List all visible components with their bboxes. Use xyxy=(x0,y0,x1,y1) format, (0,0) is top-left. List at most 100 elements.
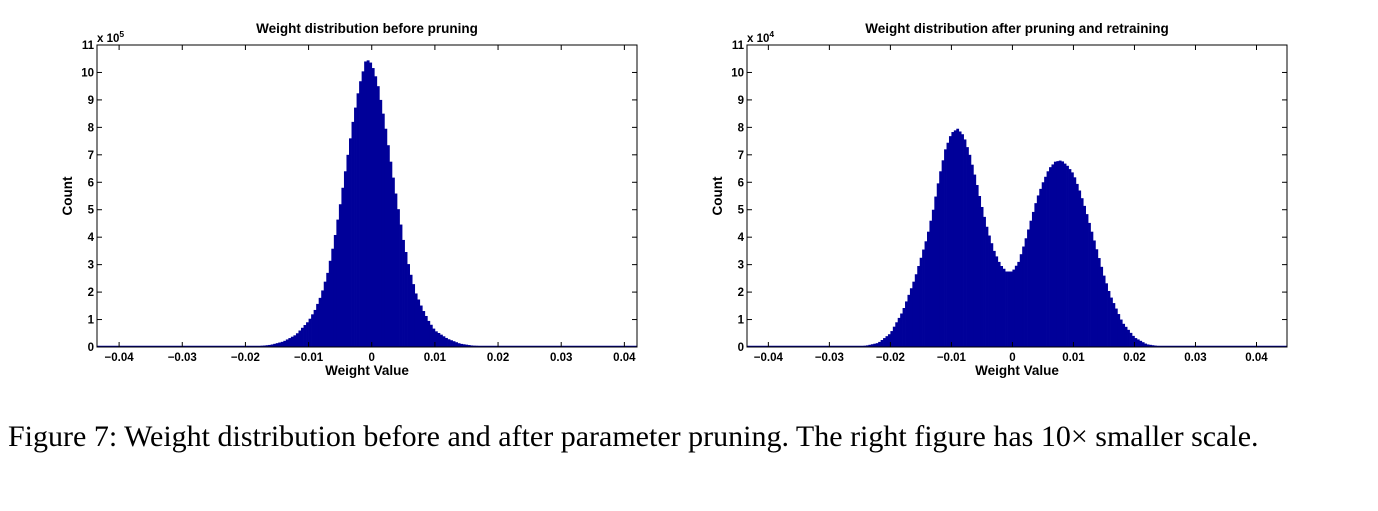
histogram-bar xyxy=(1000,266,1004,347)
histogram-bar xyxy=(919,257,923,347)
histogram-bar xyxy=(285,339,289,347)
y-tick-label: 10 xyxy=(81,67,94,79)
histogram-bar xyxy=(1146,344,1150,347)
histogram-bar xyxy=(283,340,287,347)
histogram-bar xyxy=(1012,269,1016,347)
histogram-bar xyxy=(460,343,464,347)
histogram-bar xyxy=(887,334,891,347)
axes-frame xyxy=(96,44,638,348)
histogram-bar xyxy=(892,326,896,347)
histogram-bar xyxy=(445,337,448,347)
histogram-bar xyxy=(1134,338,1138,347)
histogram-bar xyxy=(983,216,986,347)
histogram-bar xyxy=(369,62,373,347)
histogram-bar xyxy=(1144,343,1148,347)
histogram-bar xyxy=(1049,167,1052,347)
histogram-bar xyxy=(1058,160,1062,347)
histogram-bar xyxy=(402,239,405,347)
histogram-bar xyxy=(973,174,977,347)
histogram-bar xyxy=(944,149,947,347)
histogram-bars xyxy=(747,128,1287,347)
histogram-bar xyxy=(1051,164,1055,347)
y-tick-label: 8 xyxy=(738,122,745,134)
x-tick-label: 0 xyxy=(369,352,375,364)
histogram-bar xyxy=(1112,303,1116,347)
y-tick-label: 2 xyxy=(88,287,94,299)
x-tick-label: 0.02 xyxy=(1123,352,1145,364)
histogram-bar xyxy=(961,134,964,347)
histogram-bar xyxy=(1141,342,1145,347)
histogram-bar xyxy=(941,160,945,347)
y-tick-label: 6 xyxy=(88,177,94,189)
histogram-bar xyxy=(914,274,918,347)
histogram-bar xyxy=(1095,249,1099,347)
histogram-bar xyxy=(1063,163,1067,347)
histogram-bar xyxy=(1034,203,1038,347)
histogram-bar xyxy=(975,185,979,347)
histogram-bar xyxy=(1041,182,1045,347)
histogram-bar xyxy=(992,250,996,347)
histogram-bar xyxy=(1036,195,1040,347)
histogram-bar xyxy=(1002,268,1006,347)
histogram-bar xyxy=(414,293,418,347)
histogram-bar xyxy=(442,336,446,347)
histogram-bar xyxy=(366,60,370,348)
histogram-bar xyxy=(455,342,458,347)
y-tick-label: 2 xyxy=(738,287,744,299)
histogram-bar xyxy=(417,299,421,347)
histogram-bar xyxy=(321,290,325,347)
x-tick-label: 0.02 xyxy=(487,352,509,364)
histogram-bar xyxy=(985,226,989,347)
histogram-bar xyxy=(878,341,881,347)
histogram-bar xyxy=(883,338,886,347)
histogram-bar xyxy=(1107,290,1111,347)
histogram-bar xyxy=(1007,271,1011,347)
histogram-bar xyxy=(1046,171,1050,347)
histogram-bar xyxy=(338,204,342,347)
histogram-bar xyxy=(341,187,345,347)
y-axis-multiplier-exponent: 4 xyxy=(769,29,774,39)
histogram-bar xyxy=(1061,161,1065,347)
x-tick-label: −0.02 xyxy=(876,352,905,364)
y-tick-label: 7 xyxy=(88,150,94,162)
histogram-bar xyxy=(990,243,994,347)
histogram-bar xyxy=(1124,326,1128,347)
histogram-bar xyxy=(1005,271,1008,347)
histogram-bar xyxy=(280,341,284,347)
histogram-bar xyxy=(432,328,436,347)
y-tick-label: 0 xyxy=(88,342,94,354)
histogram-bar xyxy=(1110,297,1113,347)
histogram-bar xyxy=(1139,340,1143,347)
histogram-bar xyxy=(326,272,330,347)
histogram-bar xyxy=(1014,265,1018,347)
histogram-bar xyxy=(890,331,894,347)
histogram-bar xyxy=(437,333,441,347)
histogram-bar xyxy=(391,177,395,347)
histogram-bar xyxy=(457,343,461,347)
y-axis-label: Count xyxy=(710,176,725,215)
histogram-bar xyxy=(980,206,984,347)
histogram-bar xyxy=(298,330,302,347)
x-tick-label: −0.01 xyxy=(294,352,324,364)
histogram-bar xyxy=(939,171,942,347)
histogram-bar xyxy=(346,154,350,347)
histogram-bar xyxy=(462,344,466,347)
histogram-bar xyxy=(270,344,274,347)
histogram-bar xyxy=(897,317,901,347)
histogram-bar xyxy=(349,138,352,347)
histogram-bar xyxy=(290,336,294,347)
y-tick-label: 1 xyxy=(738,315,745,327)
y-tick-label: 0 xyxy=(738,342,744,354)
x-tick-label: 0.04 xyxy=(1245,352,1268,364)
histogram-bar xyxy=(1071,172,1074,347)
histogram-bar xyxy=(397,209,400,347)
x-tick-label: 0 xyxy=(1009,352,1015,364)
histogram-bar xyxy=(1075,183,1079,347)
histogram-bar xyxy=(1053,161,1057,347)
histogram-bar xyxy=(880,340,884,347)
histogram-bar xyxy=(394,193,398,347)
y-tick-label: 11 xyxy=(732,40,745,52)
y-tick-label: 9 xyxy=(738,95,744,107)
histogram-bar xyxy=(364,61,368,347)
histogram-bar xyxy=(934,196,938,347)
